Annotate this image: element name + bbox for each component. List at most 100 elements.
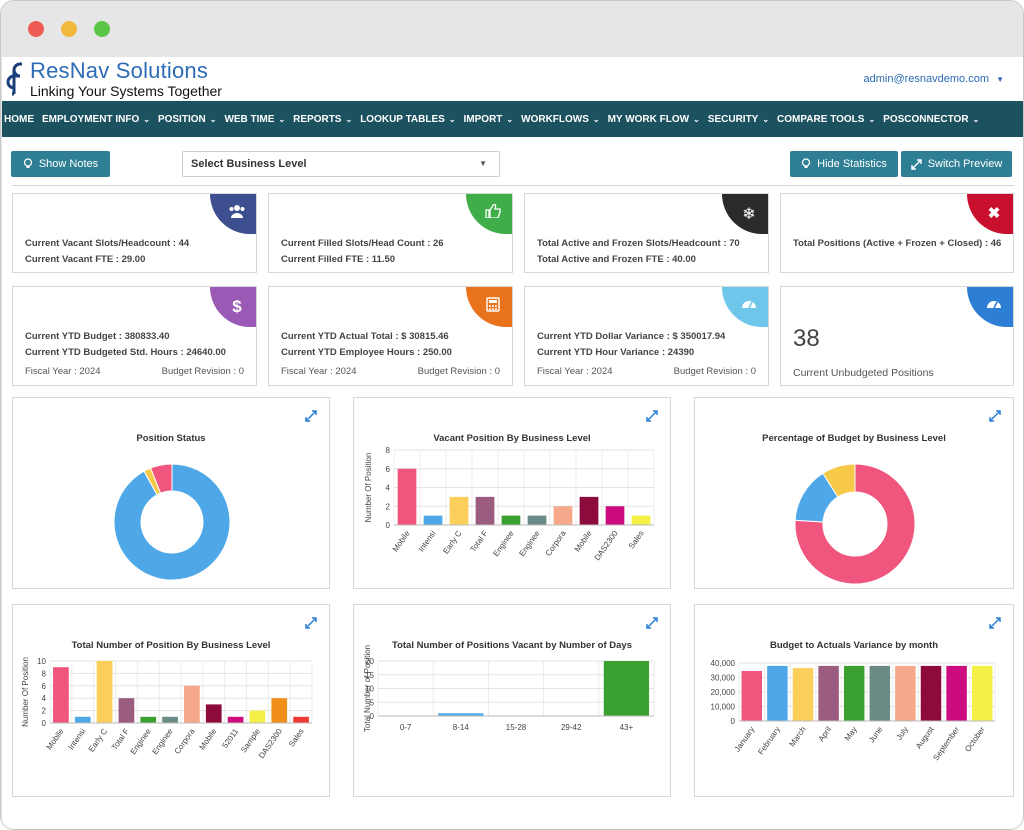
- bar[interactable]: [605, 506, 625, 525]
- brand-name[interactable]: ResNav Solutions: [30, 58, 209, 83]
- bar[interactable]: [53, 667, 69, 723]
- bar[interactable]: [946, 665, 967, 721]
- chart-budget-variance-month: 0 10,000 20,000 30,000 40,000 January February…: [711, 659, 996, 762]
- bar[interactable]: [818, 665, 839, 721]
- chart-title: Total Number of Positions Vacant by Numb…: [391, 640, 632, 651]
- minimize-window-button[interactable]: [61, 21, 77, 37]
- x-tick-label: August: [914, 724, 936, 750]
- y-tick-label: 15: [365, 671, 374, 680]
- budget-revision: Budget Revision : 0: [417, 366, 500, 377]
- nav-item-label: LOOKUP TABLES: [360, 113, 445, 125]
- divider: [12, 185, 1014, 186]
- x-tick-label: 52011: [220, 727, 240, 750]
- expand-icon[interactable]: [646, 617, 658, 629]
- nav-item-import[interactable]: IMPORT ⌄: [462, 114, 520, 125]
- bar[interactable]: [843, 665, 865, 721]
- bar[interactable]: [397, 468, 417, 525]
- bar[interactable]: [603, 661, 650, 716]
- expand-icon[interactable]: [989, 410, 1001, 422]
- brand-tagline: Linking Your Systems Together: [30, 83, 222, 99]
- nav-item-lookup-tables[interactable]: LOOKUP TABLES ⌄: [358, 114, 461, 125]
- bar[interactable]: [293, 716, 309, 723]
- fiscal-year: Fiscal Year : 2024: [281, 366, 357, 377]
- bar[interactable]: [205, 704, 222, 723]
- pie-slice[interactable]: [113, 463, 231, 581]
- hide-statistics-button[interactable]: Hide Statistics: [790, 151, 898, 177]
- nav-item-web-time[interactable]: WEB TIME ⌄: [222, 114, 291, 125]
- nav-item-security[interactable]: SECURITY ⌄: [706, 114, 775, 125]
- pie-slice[interactable]: [822, 463, 856, 498]
- nav-item-workflows[interactable]: WORKFLOWS ⌄: [519, 114, 605, 125]
- bar[interactable]: [118, 698, 135, 723]
- switch-preview-button[interactable]: Switch Preview: [901, 151, 1012, 177]
- user-menu[interactable]: admin@resnavdemo.com ▼: [864, 73, 1004, 85]
- x-tick-label: May: [843, 725, 859, 743]
- bar[interactable]: [579, 496, 599, 525]
- bar[interactable]: [438, 713, 484, 716]
- expand-icon[interactable]: [305, 617, 317, 629]
- chevron-down-icon: ⌄: [592, 114, 600, 124]
- bar[interactable]: [449, 496, 469, 525]
- bar[interactable]: [895, 665, 916, 721]
- main-navbar: HOME EMPLOYMENT INFO ⌄ POSITION ⌄ WEB TIME ⌄ RE…: [2, 101, 1023, 137]
- chart-title: Position Status: [136, 433, 206, 444]
- x-tick-label: 29-42: [561, 723, 582, 732]
- bar[interactable]: [162, 716, 178, 723]
- bar[interactable]: [271, 698, 288, 723]
- corner-badge: ✖: [967, 194, 1013, 234]
- chart-budget-percentage: [794, 463, 916, 585]
- x-tick-label: Sales: [627, 529, 646, 551]
- expand-icon[interactable]: [989, 617, 1001, 629]
- bar[interactable]: [869, 665, 891, 721]
- business-level-select[interactable]: Select Business Level ▼: [182, 151, 500, 177]
- chevron-down-icon: ⌄: [448, 114, 456, 124]
- bar[interactable]: [527, 515, 547, 525]
- expand-icon[interactable]: [646, 410, 658, 422]
- bar[interactable]: [971, 665, 993, 721]
- bar[interactable]: [767, 665, 788, 721]
- bar[interactable]: [741, 670, 763, 721]
- y-tick-label: 40,000: [711, 659, 736, 668]
- pie-slice[interactable]: [150, 463, 173, 494]
- nav-item-employment-info[interactable]: EMPLOYMENT INFO ⌄: [40, 114, 156, 125]
- bar[interactable]: [74, 716, 91, 723]
- bar[interactable]: [475, 496, 495, 525]
- x-tick-label: Enginee: [517, 529, 542, 559]
- bar[interactable]: [184, 685, 200, 723]
- total-positions: Total Positions (Active + Frozen + Close…: [793, 238, 1002, 249]
- bar[interactable]: [140, 716, 157, 723]
- nav-item-home[interactable]: HOME: [2, 114, 40, 125]
- bar[interactable]: [553, 506, 573, 525]
- nav-item-reports[interactable]: REPORTS ⌄: [291, 114, 358, 125]
- y-tick-label: 10: [365, 685, 374, 694]
- bar[interactable]: [792, 668, 814, 721]
- bar[interactable]: [501, 515, 521, 525]
- expand-icon[interactable]: [305, 410, 317, 422]
- ytd-hour-variance: Current YTD Hour Variance : 24390: [537, 347, 695, 358]
- bar[interactable]: [631, 515, 651, 525]
- toolbar: Show Notes Select Business Level ▼ Hide …: [2, 137, 1023, 187]
- pie-slice[interactable]: [794, 463, 916, 585]
- x-tick-label: Intensi: [66, 727, 87, 752]
- bar[interactable]: [227, 716, 244, 723]
- bar[interactable]: [423, 515, 443, 525]
- nav-item-posconnector[interactable]: POSCONNECTOR ⌄: [881, 114, 985, 125]
- switch-preview-label: Switch Preview: [927, 158, 1003, 170]
- show-notes-button[interactable]: Show Notes: [11, 151, 110, 177]
- x-tick-label: 0-7: [400, 723, 412, 732]
- maximize-window-button[interactable]: [94, 21, 110, 37]
- nav-item-label: HOME: [4, 113, 34, 125]
- nav-item-compare-tools[interactable]: COMPARE TOOLS ⌄: [775, 114, 881, 125]
- vacant-fte: Current Vacant FTE : 29.00: [25, 254, 146, 265]
- y-tick-label: 30,000: [711, 674, 736, 683]
- bar[interactable]: [96, 661, 113, 723]
- chart-title: Budget to Actuals Variance by month: [769, 640, 939, 651]
- bar[interactable]: [920, 665, 942, 721]
- y-tick-label: 0: [370, 712, 375, 721]
- nav-item-position[interactable]: POSITION ⌄: [156, 114, 223, 125]
- card-active-frozen: ❄ Total Active and Frozen Slots/Headcoun…: [524, 193, 769, 273]
- nav-item-my-work-flow[interactable]: MY WORK FLOW ⌄: [606, 114, 706, 125]
- close-window-button[interactable]: [28, 21, 44, 37]
- y-axis-label: Number Of Position: [21, 657, 30, 727]
- bar[interactable]: [249, 710, 266, 723]
